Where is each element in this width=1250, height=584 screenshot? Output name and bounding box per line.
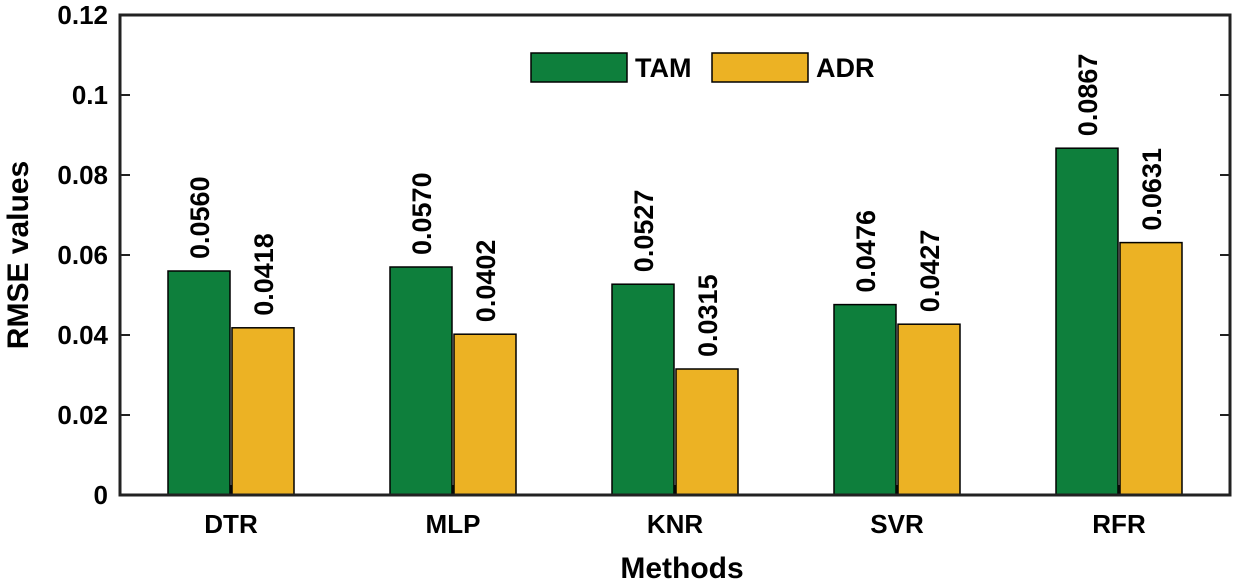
bar-value-label: 0.0315 xyxy=(693,274,723,357)
y-axis-title: RMSE values xyxy=(2,161,35,349)
bar-tam-mlp xyxy=(389,266,453,496)
bar-adr-mlp xyxy=(453,333,517,496)
bar-adr-svr xyxy=(897,323,961,496)
x-axis-title: Methods xyxy=(620,552,743,584)
y-tick-label: 0.08 xyxy=(57,160,108,190)
bar-value-label: 0.0570 xyxy=(407,172,437,255)
bar-adr-dtr xyxy=(231,327,295,496)
y-tick-label: 0.02 xyxy=(57,400,108,430)
bar-value-labels: 0.0560 0.0418 0.0570 0.0402 0.0527 0.0315 0.04… xyxy=(185,54,1167,357)
y-tick-label: 0.04 xyxy=(57,320,108,350)
x-tick-label: SVR xyxy=(870,509,924,539)
bar-value-label: 0.0402 xyxy=(471,240,501,323)
bar-tam-dtr xyxy=(167,270,231,496)
legend-label-adr: ADR xyxy=(816,53,875,83)
bar-tam-rfr xyxy=(1055,147,1119,496)
x-tick-label: KNR xyxy=(647,509,704,539)
x-tick-label: DTR xyxy=(204,509,258,539)
legend-swatch-tam xyxy=(530,52,628,83)
bar-adr-rfr xyxy=(1119,241,1183,496)
y-tick-label: 0.1 xyxy=(72,80,108,110)
x-tick-label: RFR xyxy=(1092,509,1146,539)
bar-value-label: 0.0427 xyxy=(915,230,945,313)
legend-swatch-adr xyxy=(711,52,809,83)
y-tick-label: 0 xyxy=(94,480,108,510)
bar-value-label: 0.0867 xyxy=(1073,54,1103,137)
bar-value-label: 0.0560 xyxy=(185,176,215,259)
bar-tam-svr xyxy=(833,303,897,496)
bar-tam-knr xyxy=(611,283,675,496)
y-tick-label: 0.06 xyxy=(57,240,108,270)
legend-label-tam: TAM xyxy=(635,53,691,83)
legend: TAM ADR xyxy=(530,52,875,83)
x-axis: DTR MLP KNR SVR RFR xyxy=(204,485,1146,539)
bar-value-label: 0.0527 xyxy=(629,190,659,273)
y-tick-label: 0.12 xyxy=(57,0,108,30)
plot-area-frame xyxy=(118,13,1232,497)
y-axis: 0 0.02 0.04 0.06 0.08 0.1 0.12 xyxy=(57,0,1230,510)
bar-value-label: 0.0476 xyxy=(851,210,881,293)
bar-adr-knr xyxy=(675,368,739,496)
bar-value-label: 0.0631 xyxy=(1137,148,1167,231)
bars xyxy=(167,147,1183,496)
x-tick-label: MLP xyxy=(426,509,481,539)
bar-value-label: 0.0418 xyxy=(249,233,279,316)
